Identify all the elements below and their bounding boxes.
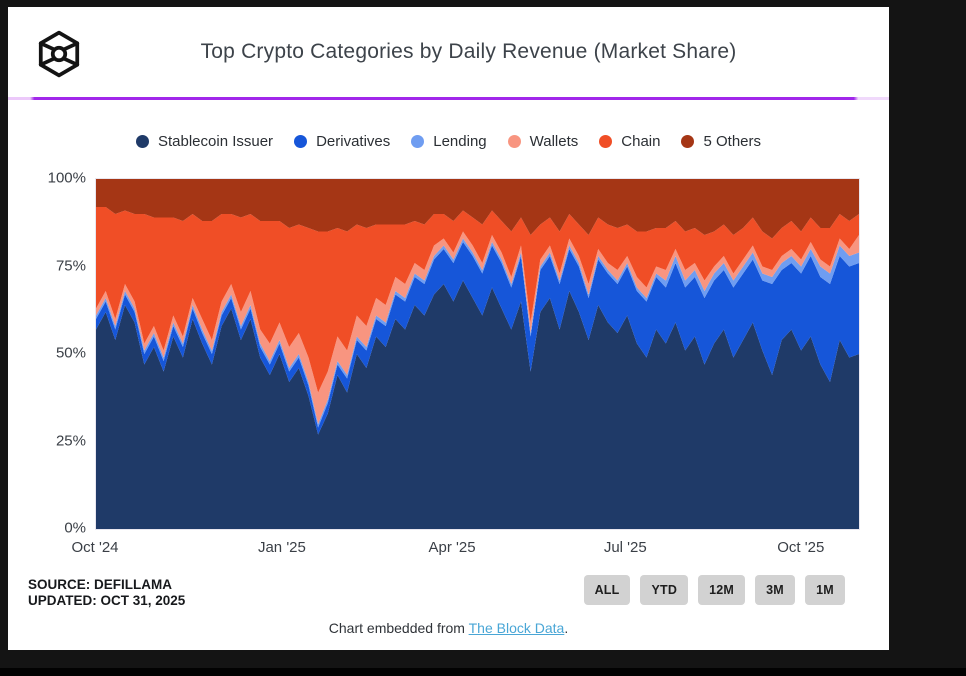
embed-text-suffix: . [564, 620, 569, 636]
y-tick-label: 50% [55, 344, 86, 362]
embed-text-prefix: Chart embedded from [328, 620, 469, 636]
header-divider [8, 97, 889, 100]
y-tick-label: 100% [47, 169, 86, 187]
legend-label: Derivatives [316, 132, 391, 150]
page-title: Top Crypto Categories by Daily Revenue (… [200, 40, 737, 63]
x-tick-label: Apr '25 [428, 539, 476, 556]
stacked-area-chart [96, 179, 859, 529]
range-button-3m[interactable]: 3M [755, 575, 795, 605]
area-series-5-others [96, 179, 859, 239]
source-line: SOURCE: DEFILLAMA [28, 577, 172, 592]
chart-card: Top Crypto Categories by Daily Revenue (… [8, 7, 889, 650]
chart-legend: Stablecoin Issuer Derivatives Lending Walle… [8, 127, 889, 155]
area-series-chain [96, 207, 859, 393]
y-tick-label: 75% [55, 257, 86, 274]
range-button-12m[interactable]: 12M [698, 575, 745, 605]
legend-label: Lending [433, 132, 487, 150]
area-series-derivatives [96, 242, 859, 435]
source-attribution: SOURCE: DEFILLAMA UPDATED: OCT 31, 2025 [28, 577, 185, 608]
legend-swatch-icon [294, 134, 308, 148]
legend-item-chain[interactable]: Chain [599, 133, 660, 150]
range-button-1m[interactable]: 1M [805, 575, 845, 605]
legend-item-stablecoin-issuer[interactable]: Stablecoin Issuer [135, 132, 274, 150]
chart-plot-area [95, 178, 860, 530]
legend-item-derivatives[interactable]: Derivatives [294, 133, 390, 150]
bottom-black-strip [0, 668, 966, 676]
x-tick-label: Oct '24 [71, 539, 119, 556]
updated-line: UPDATED: OCT 31, 2025 [28, 592, 186, 608]
legend-item-wallets[interactable]: Wallets [507, 132, 579, 150]
legend-swatch-icon [681, 134, 695, 148]
x-tick-label: Oct '25 [777, 539, 825, 556]
legend-swatch-icon [599, 134, 613, 148]
y-tick-label: 25% [55, 432, 86, 449]
x-tick-label: Jan '25 [257, 539, 306, 556]
legend-item-lending[interactable]: Lending [411, 132, 487, 150]
range-button-ytd[interactable]: YTD [640, 575, 689, 605]
legend-item-5-others[interactable]: 5 Others [681, 133, 761, 150]
legend-label: Stablecoin Issuer [157, 132, 274, 150]
embed-caption: Chart embedded from The Block Data. [8, 620, 889, 636]
range-button-all[interactable]: ALL [583, 575, 631, 605]
legend-label: Chain [621, 132, 661, 150]
x-tick-label: Jul '25 [603, 539, 647, 556]
y-tick-label: 0% [64, 519, 86, 537]
area-series-stablecoin-issuer [96, 280, 859, 529]
header: Top Crypto Categories by Daily Revenue (… [8, 7, 889, 97]
legend-label: 5 Others [703, 132, 761, 150]
legend-swatch-icon [507, 134, 521, 148]
the-block-logo-icon [38, 30, 80, 78]
legend-swatch-icon [135, 134, 149, 148]
range-buttons: ALL YTD 12M 3M 1M [583, 575, 845, 605]
legend-label: Wallets [529, 132, 579, 150]
the-block-data-link[interactable]: The Block Data [468, 620, 565, 636]
legend-swatch-icon [411, 134, 425, 148]
